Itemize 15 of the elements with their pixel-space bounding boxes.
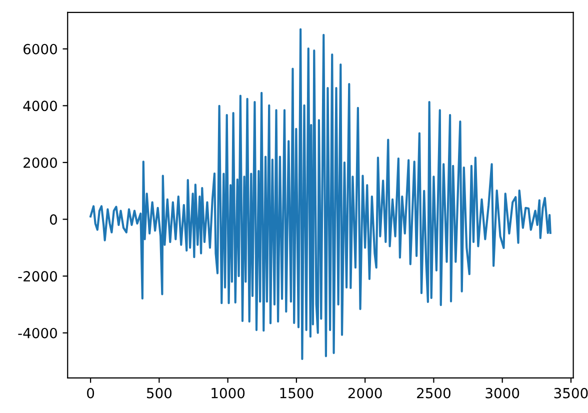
y-tick-label: 0 xyxy=(50,214,57,225)
x-tick-label: 3500 xyxy=(554,388,588,398)
y-tick-label: -4000 xyxy=(18,328,57,338)
y-tick-label: 4000 xyxy=(23,100,57,112)
y-tick-label: 2000 xyxy=(24,157,57,168)
x-tick-label: 2000 xyxy=(348,388,382,398)
x-tick-label: 1000 xyxy=(212,388,245,398)
y-tick-label: 6000 xyxy=(24,44,57,54)
y-tick-label: -2000 xyxy=(18,271,57,282)
x-tick-label: 1500 xyxy=(280,388,314,398)
x-tick-label: 500 xyxy=(146,388,172,398)
x-tick-label: 3000 xyxy=(486,388,520,398)
x-tick-label: 2500 xyxy=(417,388,450,398)
line-series xyxy=(90,28,552,360)
x-tick-label: 0 xyxy=(87,388,94,398)
